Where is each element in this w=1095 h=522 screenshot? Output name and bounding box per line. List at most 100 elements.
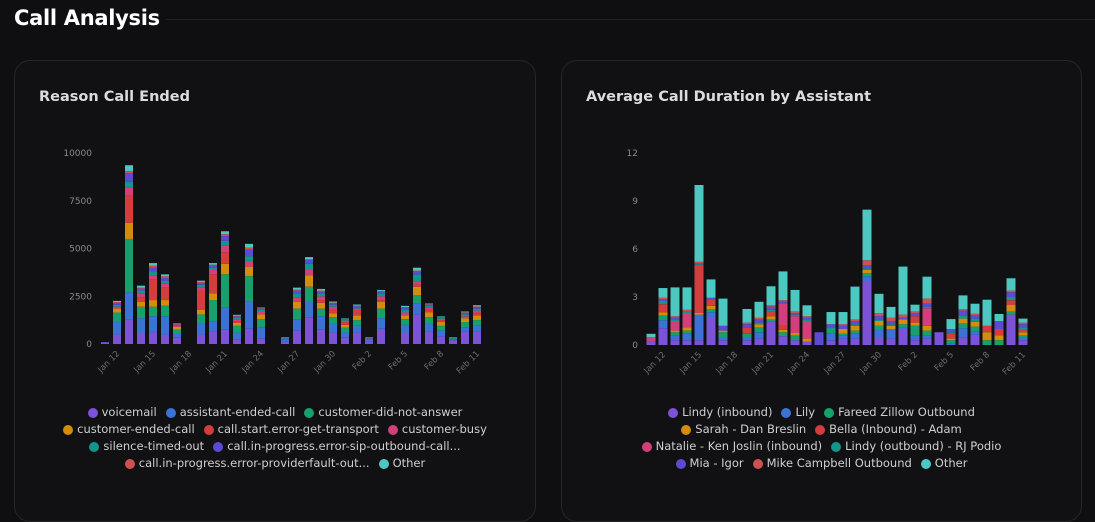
bar-segment[interactable] (946, 343, 956, 345)
bar-segment[interactable] (437, 317, 445, 319)
bar-segment[interactable] (329, 303, 337, 305)
bar-segment[interactable] (682, 340, 692, 345)
bar-segment[interactable] (173, 333, 181, 338)
bar-segment[interactable] (461, 331, 469, 344)
bar-segment[interactable] (341, 319, 349, 320)
bar-segment[interactable] (401, 319, 409, 325)
bar-segment[interactable] (874, 293, 884, 313)
bar-segment[interactable] (341, 324, 349, 328)
bar-segment[interactable] (742, 333, 752, 337)
bar-segment[interactable] (1018, 335, 1028, 337)
bar-segment[interactable] (718, 325, 728, 331)
bar-segment[interactable] (173, 337, 181, 344)
bar-segment[interactable] (461, 316, 469, 319)
bar-segment[interactable] (137, 333, 145, 344)
bar-segment[interactable] (694, 264, 704, 265)
bar-segment[interactable] (125, 187, 133, 196)
bar-segment[interactable] (353, 320, 361, 326)
bar-segment[interactable] (377, 328, 385, 344)
bar-segment[interactable] (922, 338, 932, 345)
bar-segment[interactable] (862, 273, 872, 277)
legend-item[interactable]: Lily (781, 405, 815, 420)
bar-segment[interactable] (694, 185, 704, 262)
bar-segment[interactable] (161, 283, 169, 288)
bar-segment[interactable] (874, 329, 884, 337)
bar-segment[interactable] (401, 312, 409, 316)
bar-segment[interactable] (862, 269, 872, 273)
bar-segment[interactable] (838, 329, 848, 334)
bar-segment[interactable] (329, 306, 337, 310)
bar-segment[interactable] (958, 337, 968, 345)
bar-segment[interactable] (293, 290, 301, 294)
bar-segment[interactable] (862, 276, 872, 281)
bar-segment[interactable] (377, 293, 385, 297)
bar-segment[interactable] (281, 339, 289, 342)
bar-segment[interactable] (790, 289, 800, 312)
bar-segment[interactable] (898, 324, 908, 328)
bar-segment[interactable] (473, 307, 481, 309)
bar-segment[interactable] (221, 231, 229, 235)
bar-segment[interactable] (898, 314, 908, 318)
bar-segment[interactable] (149, 271, 157, 276)
bar-segment[interactable] (257, 311, 265, 315)
bar-segment[interactable] (413, 270, 421, 272)
bar-segment[interactable] (922, 276, 932, 299)
bar-segment[interactable] (682, 309, 692, 312)
bar-segment[interactable] (670, 319, 680, 321)
bar-segment[interactable] (353, 308, 361, 311)
legend-item[interactable]: Fareed Zillow Outbound (824, 405, 975, 420)
legend-item[interactable]: silence-timed-out (89, 439, 204, 454)
bar-segment[interactable] (718, 298, 728, 326)
bar-segment[interactable] (197, 334, 205, 344)
bar-segment[interactable] (910, 311, 920, 313)
bar-segment[interactable] (137, 287, 145, 289)
bar-segment[interactable] (1006, 278, 1016, 291)
bar-segment[interactable] (742, 324, 752, 328)
bar-segment[interactable] (125, 292, 133, 320)
bar-segment[interactable] (221, 307, 229, 330)
bar-segment[interactable] (125, 173, 133, 182)
bar-segment[interactable] (850, 325, 860, 331)
bar-segment[interactable] (113, 312, 121, 323)
bar-segment[interactable] (293, 319, 301, 331)
bar-segment[interactable] (886, 325, 896, 329)
bar-segment[interactable] (353, 332, 361, 344)
bar-segment[interactable] (682, 333, 692, 341)
bar-segment[interactable] (694, 340, 704, 345)
bar-segment[interactable] (377, 296, 385, 301)
bar-segment[interactable] (149, 275, 157, 280)
bar-segment[interactable] (425, 312, 433, 318)
bar-segment[interactable] (706, 279, 716, 298)
bar-segment[interactable] (317, 288, 325, 291)
bar-segment[interactable] (317, 296, 325, 301)
bar-segment[interactable] (670, 330, 680, 333)
bar-segment[interactable] (1018, 337, 1028, 341)
bar-segment[interactable] (898, 329, 908, 345)
bar-segment[interactable] (197, 290, 205, 310)
bar-segment[interactable] (413, 274, 421, 282)
bar-segment[interactable] (814, 332, 824, 345)
bar-segment[interactable] (754, 319, 764, 323)
bar-segment[interactable] (377, 308, 385, 319)
bar-segment[interactable] (718, 337, 728, 341)
bar-segment[interactable] (682, 330, 692, 334)
bar-segment[interactable] (173, 324, 181, 325)
bar-segment[interactable] (161, 287, 169, 301)
bar-segment[interactable] (437, 318, 445, 321)
bar-segment[interactable] (1018, 324, 1028, 328)
bar-segment[interactable] (233, 325, 241, 333)
bar-segment[interactable] (670, 321, 680, 331)
bar-segment[interactable] (113, 300, 121, 302)
bar-segment[interactable] (766, 321, 776, 345)
bar-segment[interactable] (461, 318, 469, 323)
legend-item[interactable]: Lindy (inbound) (668, 405, 772, 420)
bar-segment[interactable] (137, 306, 145, 319)
bar-segment[interactable] (305, 257, 313, 260)
bar-segment[interactable] (658, 304, 668, 313)
bar-segment[interactable] (413, 303, 421, 315)
bar-segment[interactable] (958, 295, 968, 309)
bar-segment[interactable] (365, 338, 373, 340)
bar-segment[interactable] (682, 287, 692, 310)
bar-segment[interactable] (742, 337, 752, 341)
bar-segment[interactable] (293, 293, 301, 298)
